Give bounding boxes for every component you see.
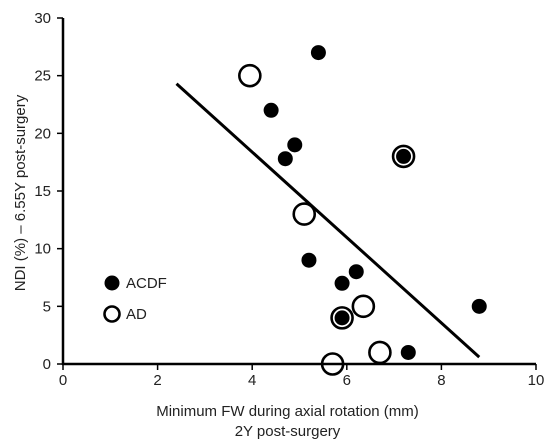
data-point-acdf: [310, 45, 326, 61]
data-point-acdf: [334, 275, 350, 291]
data-point-acdf: [334, 310, 350, 326]
data-point-acdf: [396, 148, 412, 164]
y-axis-title: NDI (%) – 6.55Y post-surgery: [12, 94, 29, 291]
x-tick-label: 4: [248, 372, 256, 389]
y-tick-label: 15: [34, 183, 51, 200]
x-tick-label: 10: [528, 372, 544, 389]
legend-acdf-label: ACDF: [126, 275, 167, 292]
data-point-acdf: [348, 264, 364, 280]
y-tick-label: 0: [43, 356, 51, 373]
y-tick-label: 30: [34, 10, 51, 27]
data-point-ad: [368, 340, 392, 365]
axes: [57, 17, 537, 370]
y-tick-label: 5: [43, 298, 51, 315]
data-point-ad: [238, 63, 262, 88]
plot-area: [175, 45, 487, 376]
y-tick-label: 25: [34, 68, 51, 85]
data-point-acdf: [263, 102, 279, 118]
data-point-acdf: [471, 298, 487, 314]
x-tick-label: 2: [153, 372, 161, 389]
legend-ad-marker: [103, 305, 121, 323]
x-tick-label: 6: [343, 372, 351, 389]
data-point-ad: [292, 202, 317, 226]
trend-line: [175, 82, 481, 359]
data-point-acdf: [400, 344, 416, 360]
legend: ACDF AD: [103, 275, 167, 323]
data-point-ad: [351, 294, 376, 319]
y-tick-label: 10: [34, 241, 51, 258]
x-tick-label: 0: [59, 372, 67, 389]
x-axis-title: Minimum FW during axial rotation (mm): [156, 403, 419, 420]
legend-acdf-marker: [104, 275, 120, 291]
y-tick-label: 20: [34, 125, 51, 142]
data-point-acdf: [277, 151, 293, 167]
data-point-acdf: [301, 252, 317, 268]
x-axis-subtitle: 2Y post-surgery: [235, 423, 341, 440]
legend-ad-label: AD: [126, 306, 147, 323]
x-tick-label: 8: [437, 372, 445, 389]
tick-labels: 0 2 4 6 8 10 0 5 10 15 20 25 30: [34, 10, 544, 389]
data-point-acdf: [287, 137, 303, 153]
